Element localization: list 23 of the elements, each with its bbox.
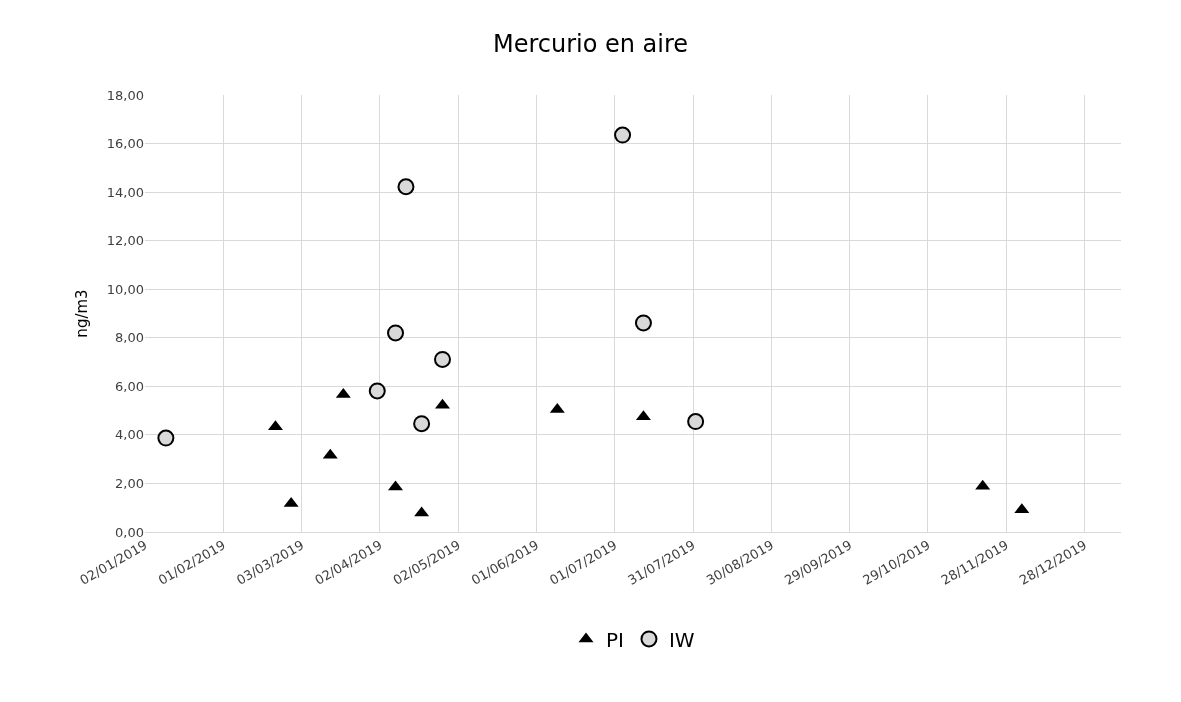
y-axis-title: ng/m3 [73,289,92,338]
legend-label: PI [606,627,624,652]
point [434,350,451,368]
y-tick-label: 8,00 [115,330,144,346]
point [368,382,386,400]
point [387,324,405,342]
chart-title: Mercurio en aire [492,29,689,58]
point [687,413,705,431]
y-tick-label: 18,00 [106,87,144,103]
y-tick-label: 14,00 [106,184,144,200]
y-tick-label: 2,00 [115,475,144,491]
y-tick-label: 0,00 [115,524,144,540]
y-tick-label: 4,00 [115,427,144,443]
point [413,415,431,433]
y-tick-label: 6,00 [115,378,144,394]
point [397,178,415,196]
y-tick-label: 16,00 [106,136,144,152]
point [614,126,632,144]
y-tick-label: 12,00 [106,233,144,249]
point [157,429,175,447]
y-tick-label: 10,00 [106,281,144,297]
point [634,314,652,332]
legend-label: IW [668,627,695,652]
